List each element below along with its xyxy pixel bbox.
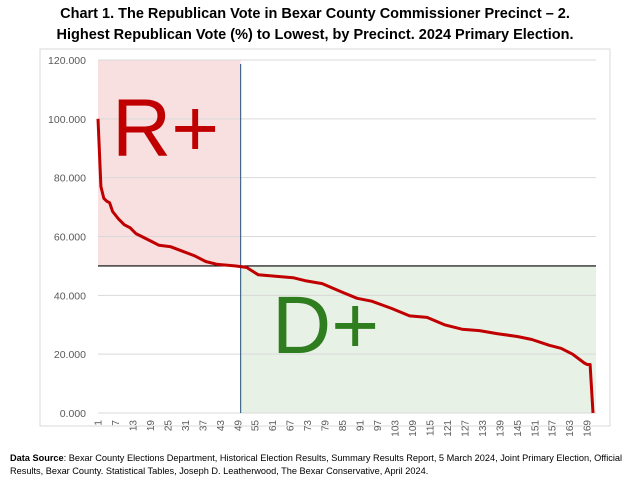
x-tick-label: 43 [216, 420, 227, 432]
x-tick-label: 139 [495, 420, 506, 437]
source-label: Data Source [10, 453, 64, 463]
x-tick-label: 121 [443, 420, 454, 437]
x-tick-label: 79 [321, 420, 332, 432]
chart-title-line2: Highest Republican Vote (%) to Lowest, b… [56, 27, 574, 43]
r-plus-label: R+ [112, 83, 219, 174]
x-tick-label: 91 [356, 420, 367, 432]
y-tick-label: 40.000 [54, 290, 86, 302]
y-tick-label: 60.000 [54, 232, 86, 244]
republican-vote-line [96, 118, 595, 414]
x-tick-label: 31 [181, 420, 192, 432]
x-tick-label: 115 [425, 420, 436, 436]
y-tick-label: 80.000 [54, 173, 86, 185]
x-tick-label: 97 [373, 420, 384, 432]
x-tick-label: 169 [583, 420, 594, 437]
d-plus-region [240, 265, 597, 413]
x-tick-label: 61 [268, 420, 279, 432]
x-tick-label: 151 [530, 420, 541, 437]
chart-frame [39, 48, 611, 427]
x-tick-label: 103 [391, 420, 402, 437]
x-tick-label: 19 [146, 420, 157, 432]
d-plus-label: D+ [272, 280, 379, 371]
y-tick-label: 20.000 [54, 349, 86, 361]
chart-title-line1: Chart 1. The Republican Vote in Bexar Co… [60, 6, 570, 22]
x-tick-label: 49 [233, 420, 244, 432]
y-tick-label: 0.000 [60, 408, 86, 420]
chart-title: Chart 1. The Republican Vote in Bexar Co… [0, 4, 630, 46]
r-plus-region [98, 60, 241, 266]
data-source-note: Data Source: Bexar County Elections Depa… [10, 452, 625, 478]
x-tick-label: 1 [94, 420, 105, 426]
x-tick-label: 145 [513, 420, 524, 437]
x-tick-label: 13 [128, 420, 139, 432]
x-tick-label: 163 [565, 420, 576, 437]
x-tick-label: 85 [338, 420, 349, 432]
x-tick-label: 157 [548, 420, 559, 437]
x-tick-label: 25 [163, 420, 174, 432]
x-tick-label: 55 [251, 420, 262, 432]
y-tick-label: 120.000 [48, 55, 86, 67]
x-tick-label: 73 [303, 420, 314, 432]
source-text: : Bexar County Elections Department, His… [10, 453, 623, 476]
x-tick-label: 133 [478, 420, 489, 437]
x-tick-label: 7 [111, 420, 122, 426]
y-tick-label: 100.000 [48, 114, 86, 126]
x-tick-label: 37 [198, 420, 209, 432]
x-tick-label: 109 [408, 420, 419, 437]
x-tick-label: 67 [286, 420, 297, 432]
x-tick-label: 127 [460, 420, 471, 437]
